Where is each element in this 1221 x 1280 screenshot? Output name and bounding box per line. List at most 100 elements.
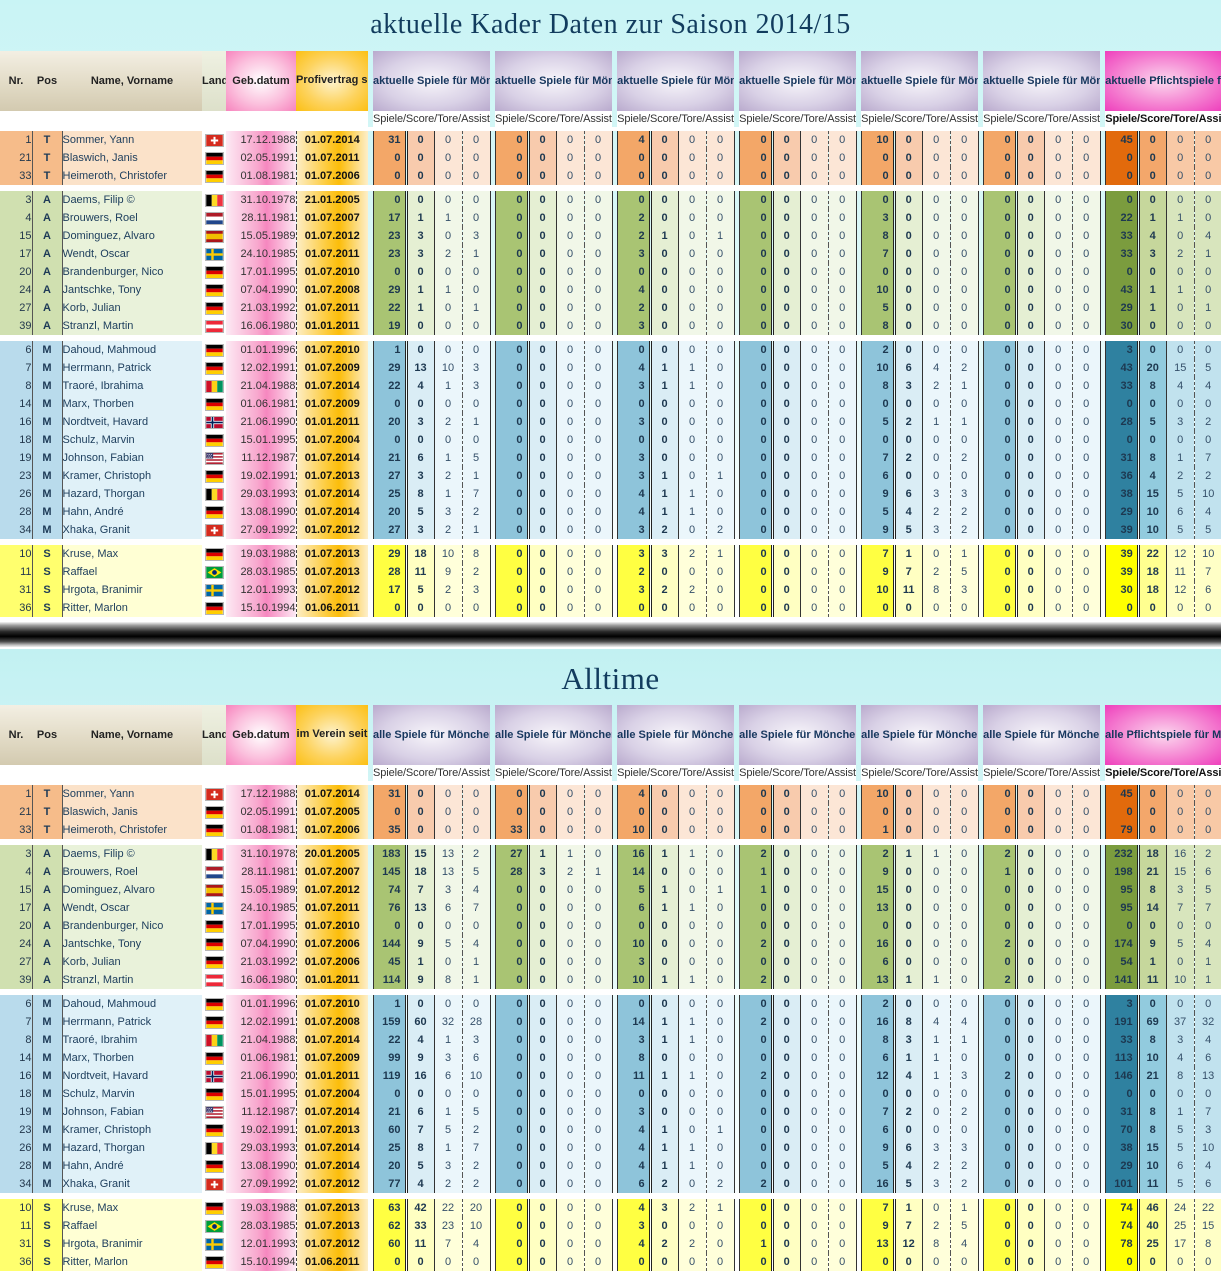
stat-cell-score: 14 [1138, 899, 1167, 917]
stat-cell-assists: 7 [1194, 899, 1221, 917]
stat-cell-tore: 12 [1166, 581, 1195, 599]
player-country-cell [202, 953, 226, 971]
row-gap-cell [0, 335, 1221, 341]
stat-cell-score: 0 [1016, 1253, 1045, 1271]
stat-cell-score: 0 [1016, 863, 1045, 881]
stat-cell-spiele: 16 [860, 1013, 896, 1031]
player-row: 11 S Raffael 28.03.1985 01.07.2013 28 11 9 2 0 0 0 0… [0, 563, 1221, 581]
player-number-cell: 27 [0, 299, 33, 317]
stat-cell-assists: 0 [1072, 971, 1101, 989]
stat-cell-tore: 0 [434, 167, 463, 185]
stat-cell-assists: 0 [462, 599, 491, 617]
stat-cell-tore: 0 [556, 1085, 585, 1103]
player-contract-since-cell: 01.07.2010 [296, 263, 368, 281]
player-contract-since-cell: 01.07.2009 [296, 395, 368, 413]
stat-cell-tore: 0 [922, 953, 951, 971]
stat-subheader-0: Spiele/Score/Tore/Assists [373, 111, 491, 127]
stat-cell-score: 0 [1016, 545, 1045, 563]
stat-cell-tore: 0 [922, 431, 951, 449]
stat-cell-tore: 0 [1044, 467, 1073, 485]
stat-cell-tore: 0 [1044, 1253, 1073, 1271]
stat-cell-spiele: 12 [860, 1067, 896, 1085]
player-birthdate-cell: 12.02.1991 [226, 359, 297, 377]
stat-cell-score: 0 [650, 995, 679, 1013]
stat-cell-assists: 1 [706, 467, 735, 485]
stat-cell-tore: 0 [434, 395, 463, 413]
stat-cell-tore: 0 [1166, 317, 1195, 335]
stat-cell-score: 0 [772, 881, 801, 899]
stat-cell-spiele: 0 [738, 1049, 774, 1067]
stat-cell-tore: 4 [1166, 377, 1195, 395]
stat-cell-assists: 0 [584, 821, 613, 839]
player-row: 36 S Ritter, Marlon 15.10.1994 01.06.2011 0 0 0… [0, 1253, 1221, 1271]
stat-cell-score: 0 [1016, 467, 1045, 485]
stat-cell-tore: 1 [1166, 1103, 1195, 1121]
stat-cell-spiele: 4 [616, 1157, 652, 1175]
stat-cell-assists: 0 [828, 521, 857, 539]
player-number-cell: 7 [0, 359, 33, 377]
stat-cell-assists: 0 [462, 995, 491, 1013]
player-country-cell [202, 581, 226, 599]
stat-cell-spiele: 8 [860, 317, 896, 335]
stat-cell-spiele: 10 [860, 785, 896, 803]
stat-cell-assists: 0 [828, 581, 857, 599]
stat-cell-tore: 0 [800, 317, 829, 335]
player-birthdate-cell: 17.12.1988 [226, 785, 297, 803]
stat-cell-tore: 0 [556, 1139, 585, 1157]
stat-cell-tore: 0 [678, 995, 707, 1013]
player-birthdate-cell: 31.10.1978 [226, 845, 297, 863]
stat-cell-assists: 0 [828, 1067, 857, 1085]
stat-cell-assists: 0 [1072, 449, 1101, 467]
stat-cell-assists: 0 [828, 1121, 857, 1139]
stat-subheader-2: Spiele/Score/Tore/Assists [617, 765, 735, 781]
stat-cell-assists: 0 [1072, 803, 1101, 821]
player-contract-since-cell: 01.07.2014 [296, 1157, 368, 1175]
stat-cell-assists: 0 [828, 485, 857, 503]
stat-cell-spiele: 0 [738, 359, 774, 377]
player-country-cell [202, 485, 226, 503]
stat-cell-tore: 0 [556, 131, 585, 149]
germany-flag-icon [204, 433, 224, 447]
stat-cell-spiele: 0 [982, 1013, 1018, 1031]
stat-cell-score: 0 [406, 995, 435, 1013]
stat-cell-spiele: 0 [494, 467, 530, 485]
stat-cell-tore: 0 [556, 821, 585, 839]
player-name-cell: Herrmann, Patrick [62, 359, 202, 377]
netherlands-flag-icon [204, 865, 224, 879]
stat-cell-spiele: 0 [372, 431, 408, 449]
stat-cell-spiele: 3 [860, 209, 896, 227]
stat-cell-assists: 3 [950, 1067, 979, 1085]
stat-cell-score: 0 [772, 503, 801, 521]
stat-cell-tore: 0 [678, 299, 707, 317]
player-country-cell [202, 971, 226, 989]
stat-cell-score: 0 [528, 1121, 557, 1139]
stat-cell-score: 0 [1016, 395, 1045, 413]
col-header-contract: Profivertrag seit [296, 51, 368, 111]
stat-cell-score: 0 [772, 1103, 801, 1121]
stat-cell-assists: 0 [706, 899, 735, 917]
player-birthdate-cell: 19.03.1988 [226, 545, 297, 563]
player-number-cell: 34 [0, 521, 33, 539]
player-name-cell: Dominguez, Alvaro [62, 881, 202, 899]
stat-cell-tore: 6 [1166, 1157, 1195, 1175]
stat-cell-assists: 0 [950, 995, 979, 1013]
stat-cell-score: 0 [528, 1067, 557, 1085]
stat-cell-score: 0 [650, 935, 679, 953]
stat-cell-spiele: 19 [372, 317, 408, 335]
player-country-cell [202, 935, 226, 953]
stat-cell-score: 0 [528, 299, 557, 317]
stat-cell-tore: 10 [1166, 971, 1195, 989]
stat-cell-assists: 0 [462, 209, 491, 227]
stat-cell-score: 0 [894, 881, 923, 899]
stat-cell-assists: 0 [1072, 1067, 1101, 1085]
stat-cell-spiele: 4 [616, 281, 652, 299]
player-name-cell: Brandenburger, Nico [62, 917, 202, 935]
stat-cell-spiele: 16 [860, 1175, 896, 1193]
stat-cell-score: 6 [894, 1139, 923, 1157]
player-name-cell: Johnson, Fabian [62, 1103, 202, 1121]
player-contract-since-cell: 01.07.2014 [296, 1139, 368, 1157]
row-gap [0, 539, 1221, 545]
stat-cell-assists: 1 [1194, 971, 1221, 989]
stat-subheader-5: Spiele/Score/Tore/Assists [983, 111, 1101, 127]
stat-cell-assists: 22 [1194, 1199, 1221, 1217]
